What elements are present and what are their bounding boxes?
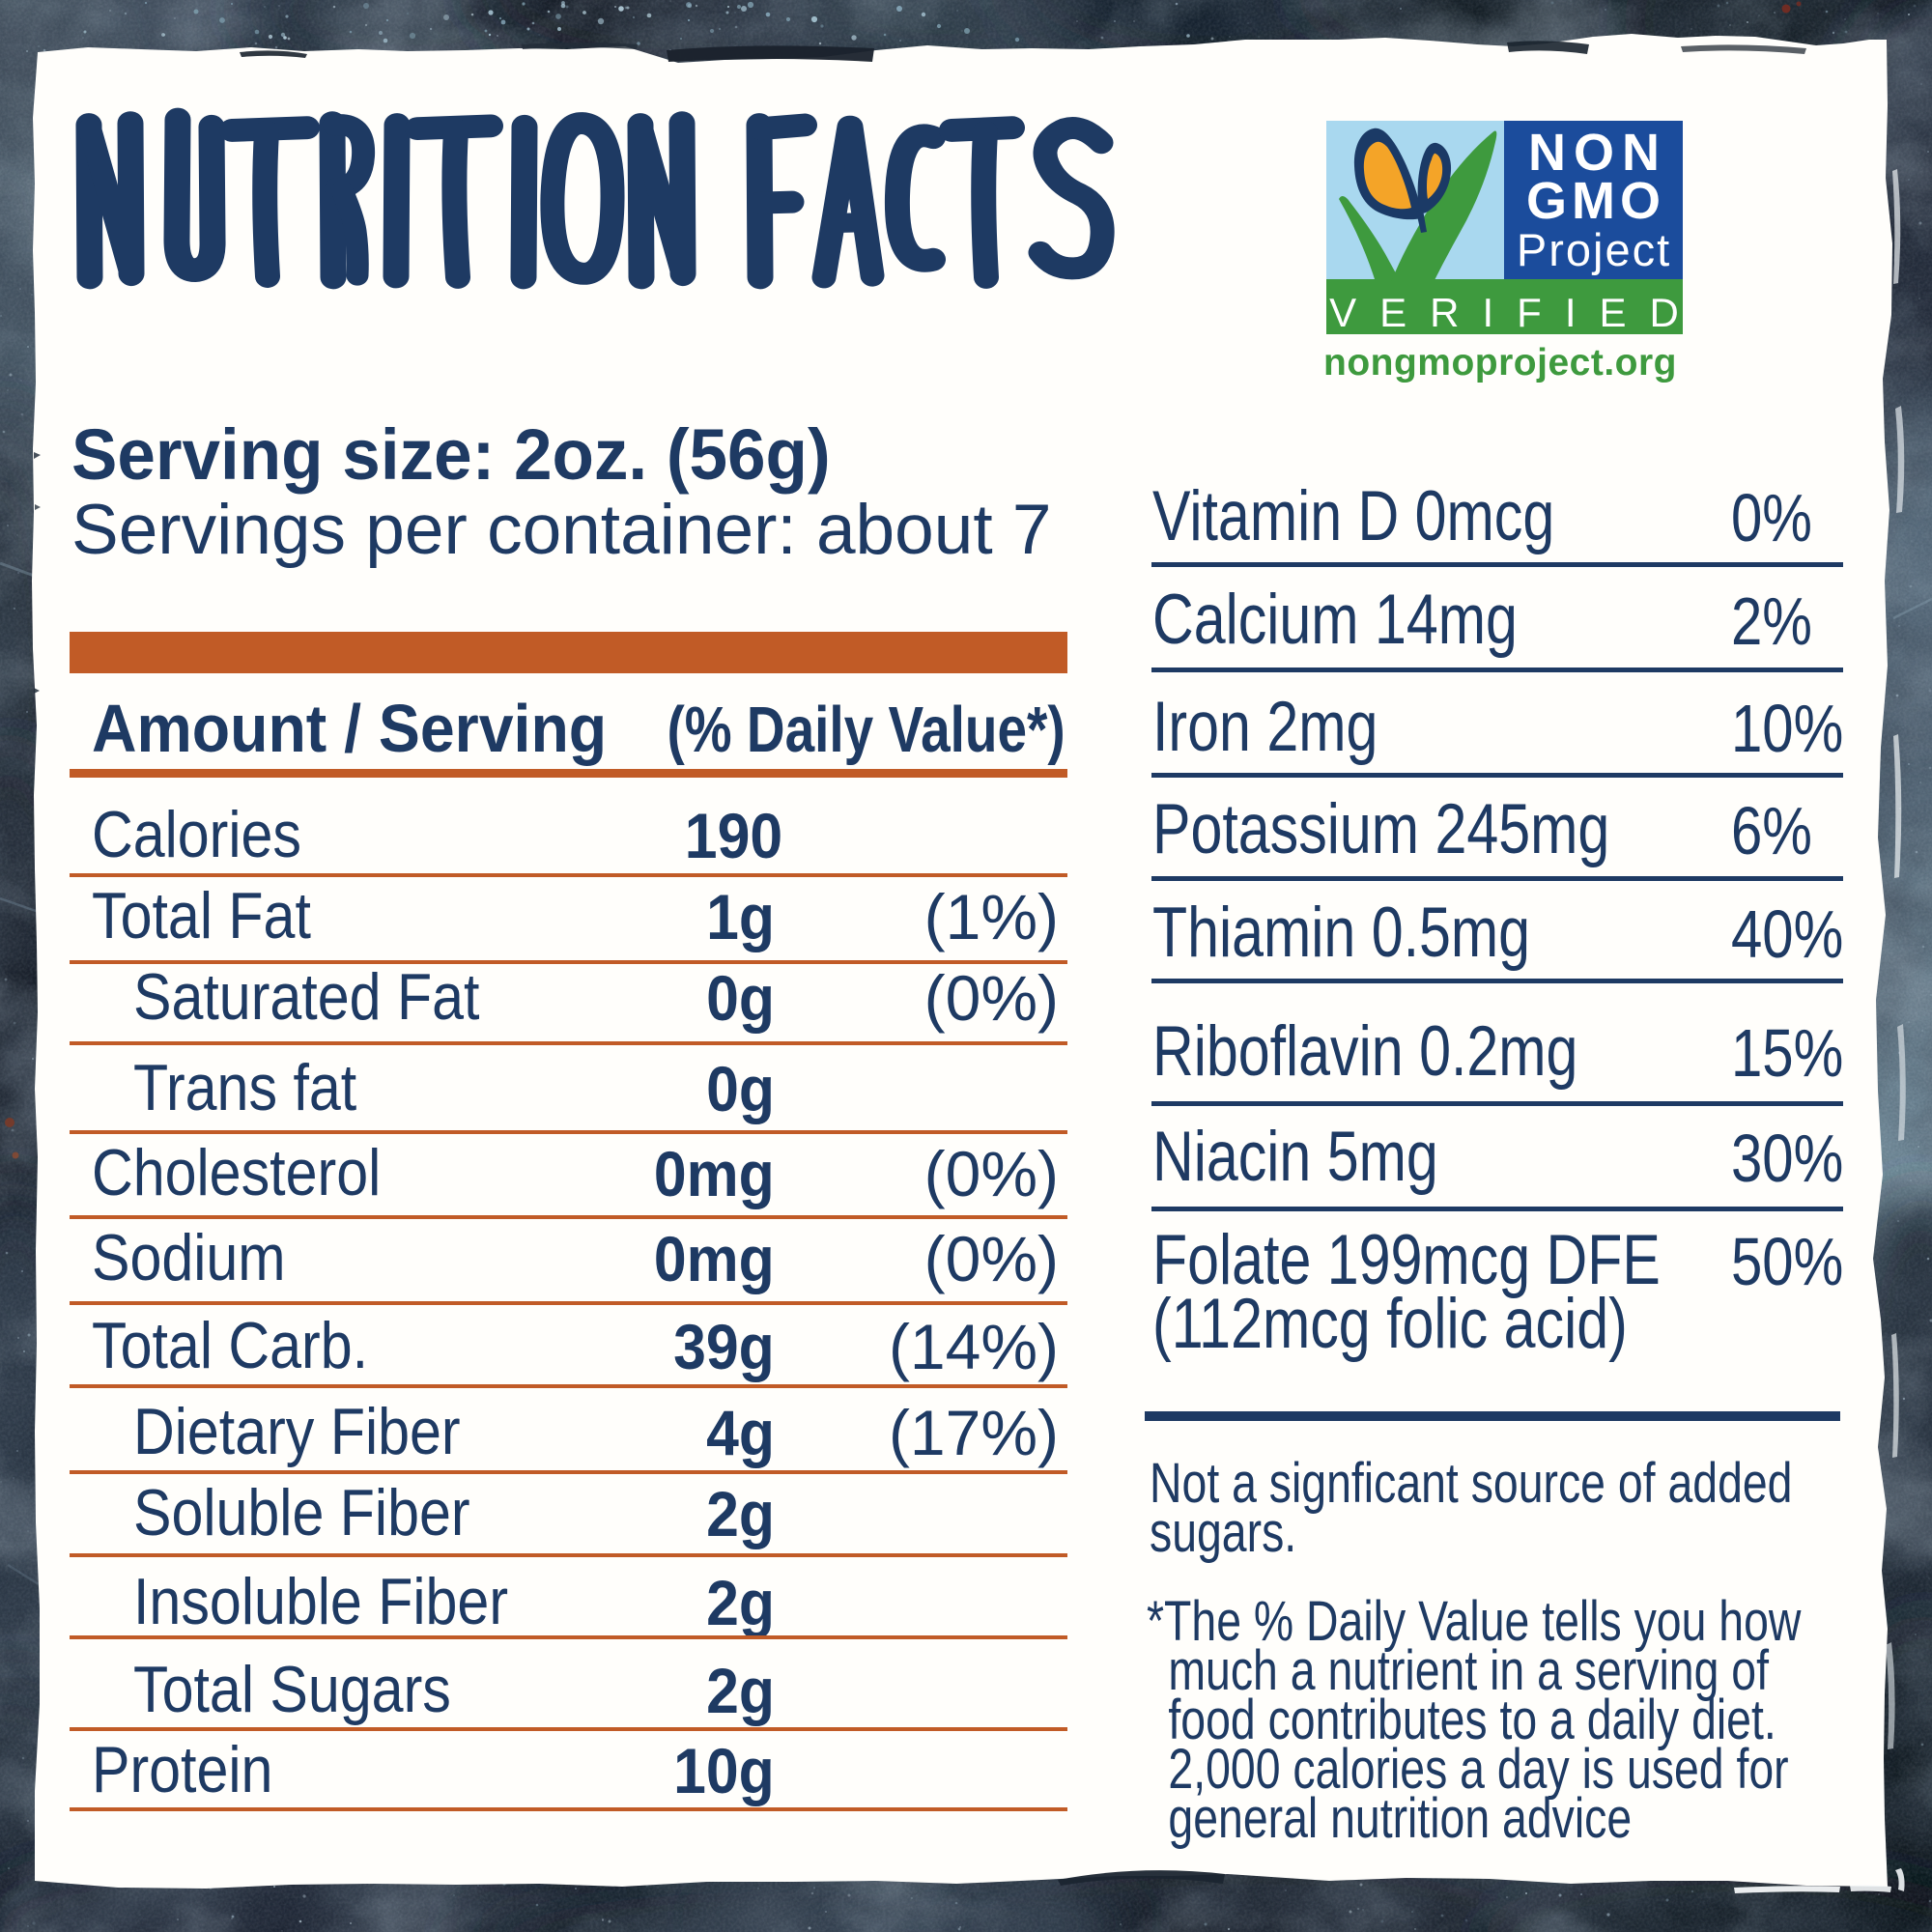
svg-text:NON: NON <box>1528 124 1667 182</box>
svg-text:nongmoproject.org: nongmoproject.org <box>1323 342 1677 384</box>
svg-text:Project: Project <box>1517 224 1671 275</box>
svg-text:VERIFIED: VERIFIED <box>1329 290 1702 335</box>
svg-text:GMO: GMO <box>1526 172 1665 230</box>
